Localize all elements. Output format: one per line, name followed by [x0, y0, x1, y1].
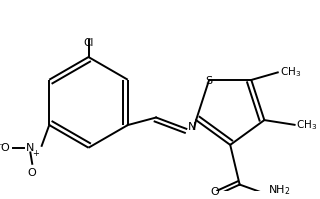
Text: CH$_3$: CH$_3$	[280, 65, 301, 79]
Text: S: S	[205, 76, 213, 86]
Text: O: O	[28, 168, 36, 178]
Text: ⁻: ⁻	[0, 143, 3, 153]
Text: O: O	[211, 187, 220, 197]
Text: N: N	[26, 143, 35, 153]
Text: +: +	[33, 149, 39, 158]
Text: N: N	[188, 122, 196, 132]
Text: Cl: Cl	[83, 38, 94, 48]
Text: O: O	[0, 143, 9, 153]
Text: NH$_2$: NH$_2$	[268, 183, 291, 197]
Text: CH$_3$: CH$_3$	[296, 118, 318, 132]
